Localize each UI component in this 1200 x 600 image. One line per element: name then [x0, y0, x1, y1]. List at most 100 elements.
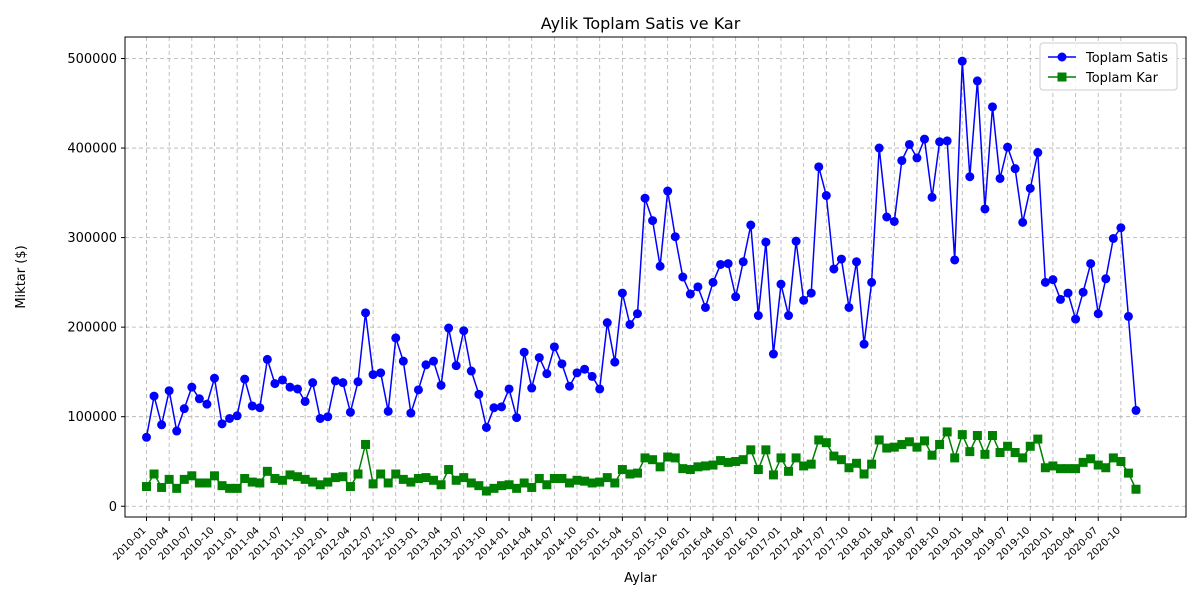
data-point-kar — [353, 469, 363, 479]
chart-title: Aylik Toplam Satis ve Kar — [541, 14, 741, 33]
data-point-satis — [421, 360, 431, 370]
data-point-satis — [1086, 259, 1096, 269]
data-point-satis — [512, 413, 522, 423]
data-point-satis — [640, 193, 650, 203]
data-point-kar — [670, 453, 680, 463]
data-point-satis — [950, 255, 960, 265]
data-point-kar — [852, 458, 862, 468]
data-point-kar — [693, 462, 703, 472]
data-point-kar — [678, 464, 688, 474]
data-point-satis — [904, 139, 914, 149]
data-point-satis — [572, 368, 582, 378]
data-point-kar — [202, 478, 212, 488]
data-point-kar — [587, 478, 597, 488]
data-point-kar — [640, 453, 650, 463]
data-point-kar — [1131, 484, 1141, 494]
data-point-kar — [232, 483, 242, 493]
data-point-satis — [187, 382, 197, 392]
data-point-kar — [406, 477, 416, 487]
data-point-satis — [383, 406, 393, 416]
data-point-satis — [693, 282, 703, 292]
data-point-kar — [806, 459, 816, 469]
data-point-satis — [1025, 183, 1035, 193]
data-point-satis — [784, 311, 794, 321]
data-point-kar — [1123, 468, 1133, 478]
data-point-satis — [315, 413, 325, 423]
data-point-satis — [746, 220, 756, 230]
data-point-satis — [172, 426, 182, 436]
data-point-satis — [859, 339, 869, 349]
data-point-kar — [1040, 463, 1050, 473]
data-point-kar — [436, 480, 446, 490]
data-point-kar — [504, 480, 514, 490]
data-point-kar — [444, 465, 454, 475]
data-point-satis — [1101, 274, 1111, 284]
data-point-kar — [512, 483, 522, 493]
data-point-satis — [557, 359, 567, 369]
data-point-kar — [157, 482, 167, 492]
data-point-satis — [338, 378, 348, 388]
data-point-kar — [376, 469, 386, 479]
data-point-kar — [194, 478, 204, 488]
data-point-satis — [663, 186, 673, 196]
data-point-kar — [308, 477, 318, 487]
data-point-kar — [1003, 441, 1013, 451]
data-point-kar — [368, 479, 378, 489]
data-point-kar — [255, 478, 265, 488]
legend-label-kar: Toplam Kar — [1085, 71, 1159, 86]
data-point-satis — [867, 277, 877, 287]
data-point-kar — [187, 471, 197, 481]
data-point-satis — [700, 302, 710, 312]
data-point-kar — [663, 452, 673, 462]
data-point-satis — [1108, 233, 1118, 243]
data-point-satis — [1010, 164, 1020, 174]
data-point-kar — [768, 470, 778, 480]
data-point-kar — [345, 482, 355, 492]
y-tick-label: 200000 — [67, 321, 117, 336]
data-point-kar — [572, 475, 582, 485]
data-point-satis — [648, 216, 658, 226]
data-point-kar — [965, 447, 975, 457]
data-point-kar — [391, 469, 401, 479]
data-point-satis — [852, 257, 862, 267]
data-point-kar — [451, 475, 461, 485]
data-point-satis — [444, 323, 454, 333]
data-point-kar — [602, 473, 612, 483]
data-point-satis — [632, 309, 642, 319]
data-point-kar — [700, 461, 710, 471]
data-point-satis — [980, 204, 990, 214]
data-point-satis — [912, 153, 922, 163]
plot-area-frame — [124, 36, 1187, 518]
data-point-satis — [972, 76, 982, 86]
data-point-kar — [685, 465, 695, 475]
data-point-satis — [580, 364, 590, 374]
data-point-satis — [761, 237, 771, 247]
data-point-kar — [980, 449, 990, 459]
data-point-kar — [383, 478, 393, 488]
data-point-kar — [776, 453, 786, 463]
data-point-kar — [179, 474, 189, 484]
data-point-kar — [859, 469, 869, 479]
grid-layer — [125, 37, 1186, 517]
data-point-satis — [1093, 309, 1103, 319]
data-point-kar — [836, 455, 846, 465]
data-point-kar — [429, 475, 439, 485]
y-tick-label: 400000 — [67, 142, 117, 157]
data-point-kar — [972, 431, 982, 441]
data-point-satis — [935, 137, 945, 147]
y-axis-label: Miktar ($) — [14, 245, 29, 308]
series-layer — [142, 56, 1141, 496]
data-point-satis — [391, 333, 401, 343]
data-point-satis — [655, 261, 665, 271]
data-point-satis — [353, 377, 363, 387]
data-point-satis — [247, 401, 257, 411]
data-point-satis — [398, 356, 408, 366]
data-point-kar — [398, 474, 408, 484]
data-point-satis — [836, 254, 846, 264]
data-point-satis — [716, 259, 726, 269]
data-point-kar — [625, 469, 635, 479]
data-point-satis — [323, 412, 333, 422]
data-point-satis — [376, 368, 386, 378]
data-point-kar — [610, 478, 620, 488]
legend: Toplam Satis Toplam Kar — [1039, 42, 1178, 91]
